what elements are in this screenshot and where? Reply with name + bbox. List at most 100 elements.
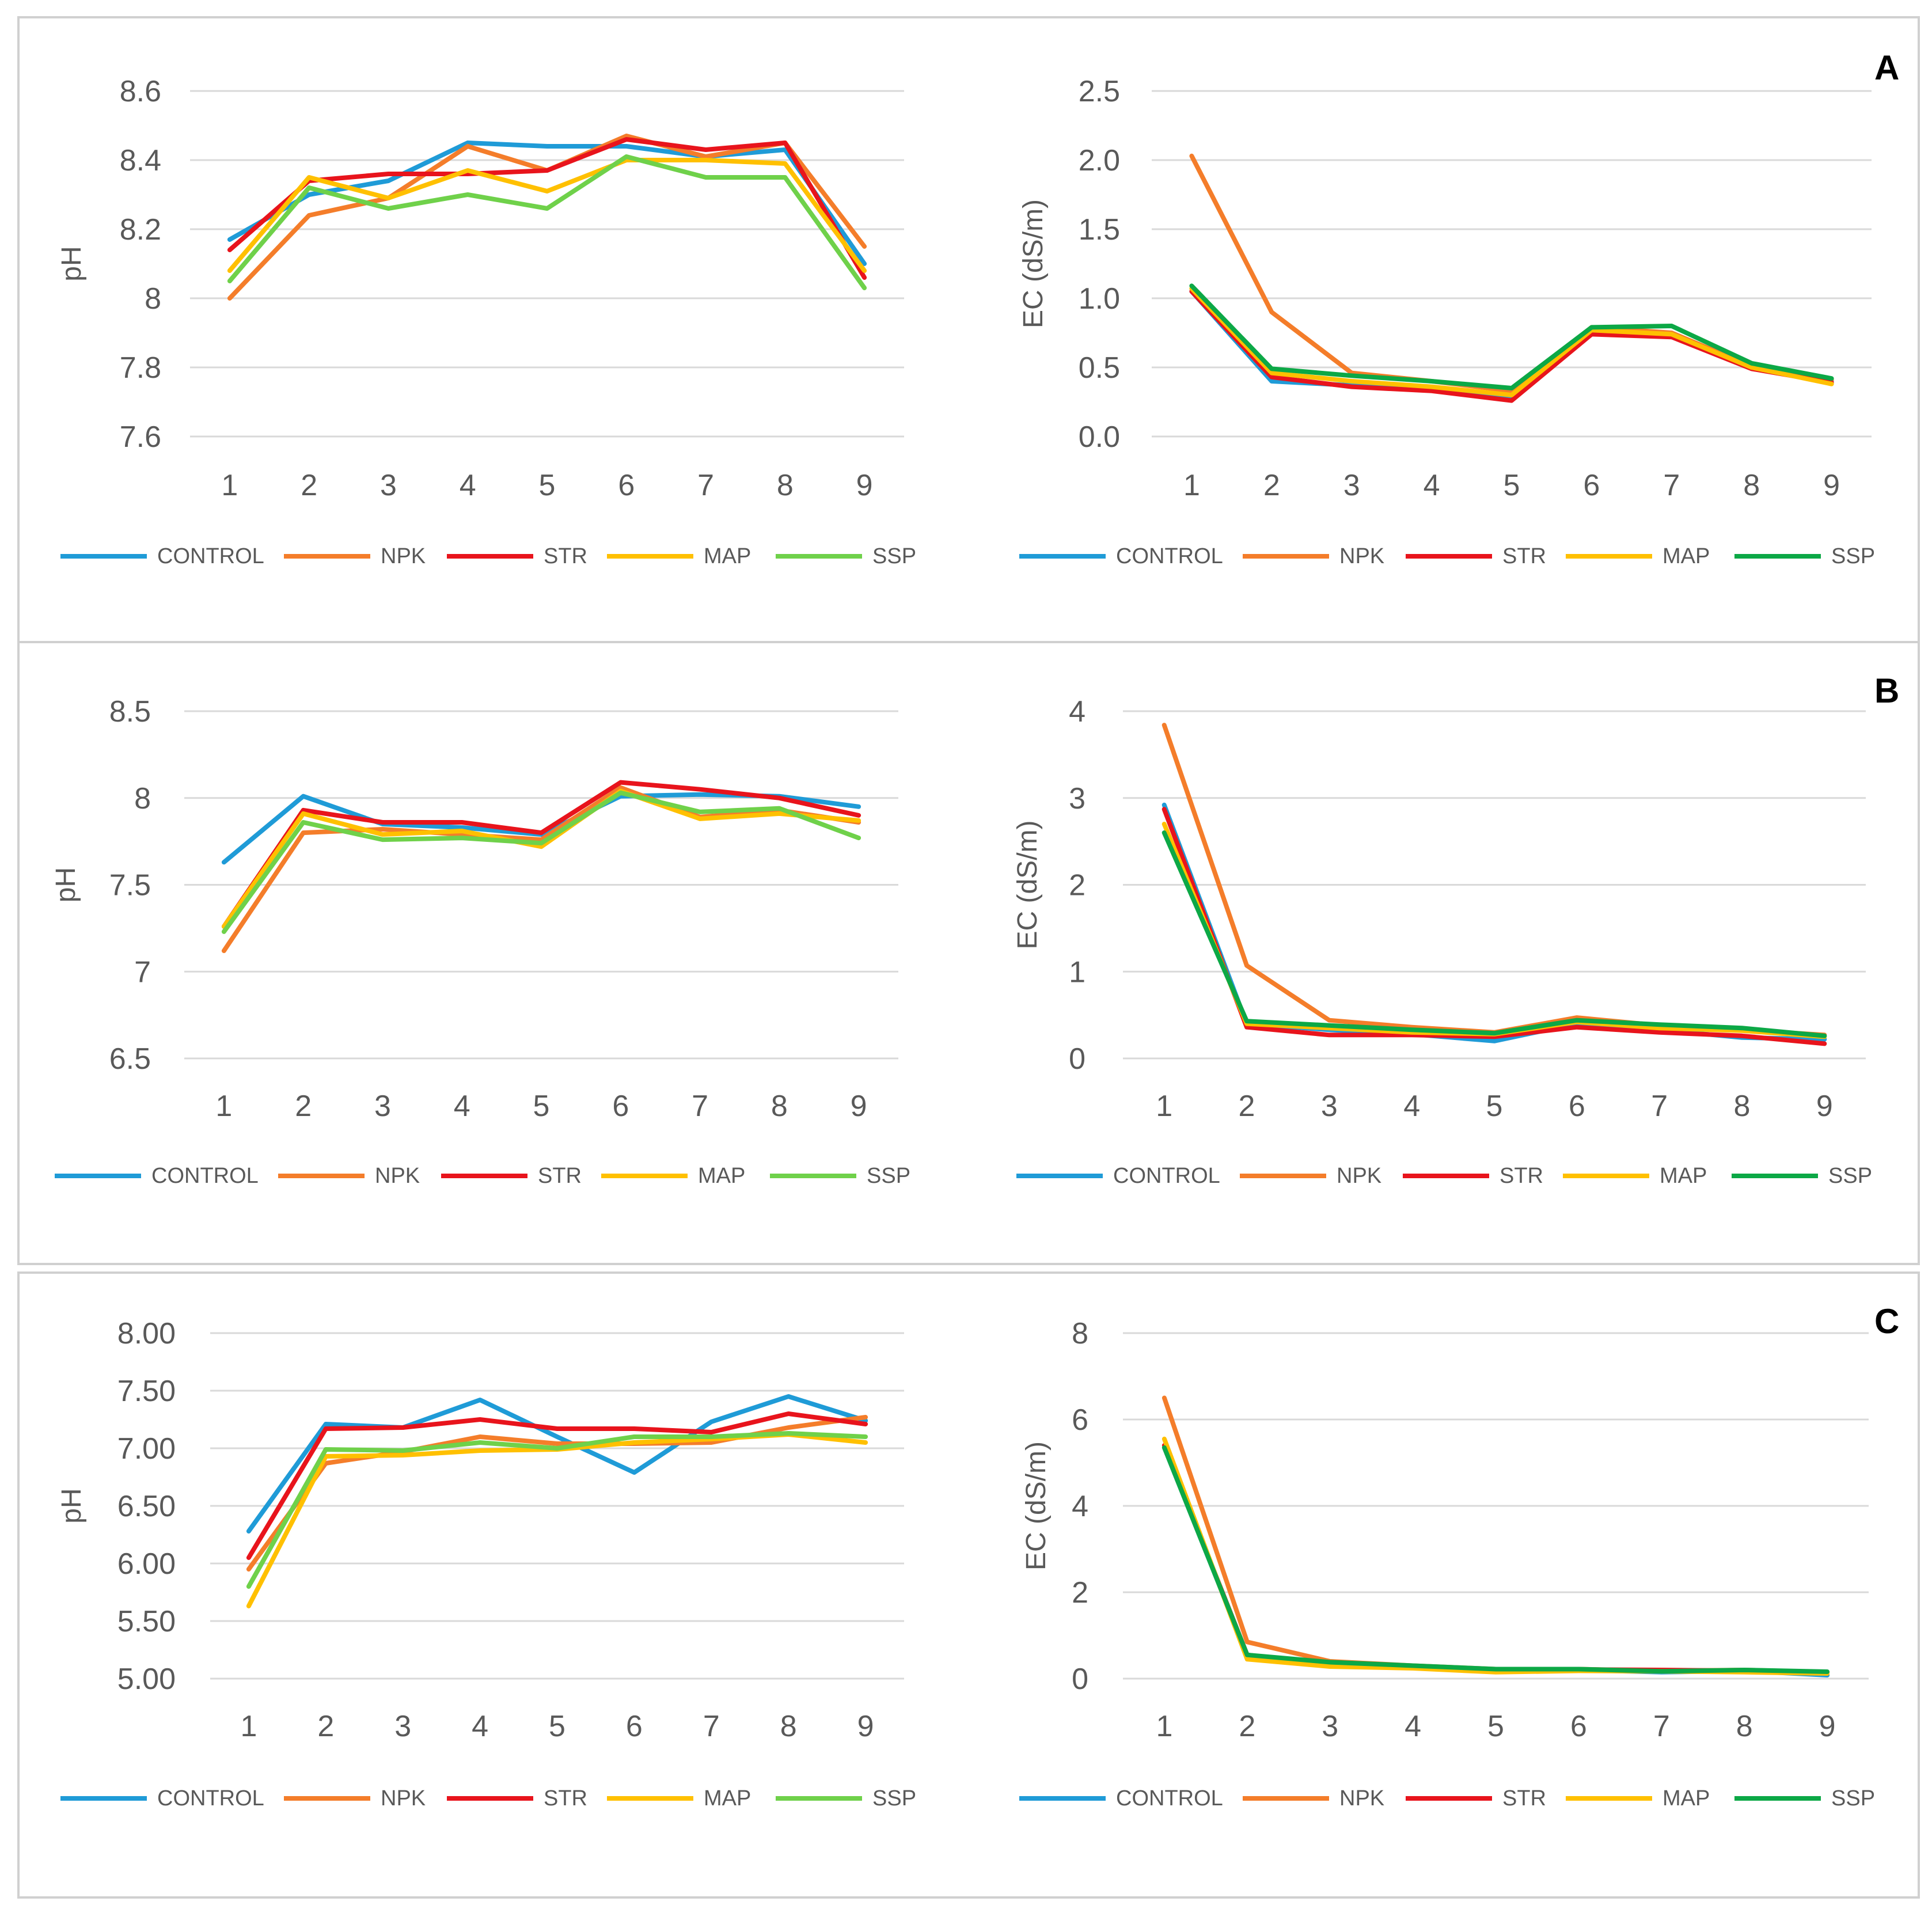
x-tick-label: 4 bbox=[1405, 1710, 1421, 1743]
series-line-str bbox=[221, 780, 861, 929]
x-tick-label: 8 bbox=[777, 469, 794, 502]
x-tick-label: 2 bbox=[1239, 1710, 1255, 1743]
y-tick-label: 8 bbox=[1072, 1317, 1088, 1350]
x-tick-label: 8 bbox=[780, 1710, 797, 1743]
x-tick-label: 4 bbox=[1403, 1090, 1420, 1123]
y-tick-label: 7.8 bbox=[120, 351, 161, 385]
x-tick-label: 2 bbox=[1263, 469, 1280, 502]
y-tick-label: 1 bbox=[1069, 955, 1085, 989]
x-tick-label: 1 bbox=[240, 1710, 257, 1743]
series-line-ssp bbox=[1189, 283, 1834, 390]
legend-label-str: STR bbox=[544, 1786, 587, 1810]
y-tick-label: 3 bbox=[1069, 782, 1085, 815]
x-tick-label: 3 bbox=[374, 1090, 391, 1123]
legend-label-ssp: SSP bbox=[1831, 544, 1875, 568]
x-tick-label: 9 bbox=[1816, 1090, 1833, 1123]
legend-label-npk: NPK bbox=[381, 1786, 426, 1810]
y-tick-label: 7.6 bbox=[120, 420, 161, 454]
x-tick-label: 9 bbox=[857, 1710, 874, 1743]
y-tick-label: 0.0 bbox=[1079, 420, 1120, 454]
y-tick-label: 6.5 bbox=[109, 1042, 151, 1076]
x-tick-label: 8 bbox=[1734, 1090, 1751, 1123]
x-tick-label: 7 bbox=[1663, 469, 1680, 502]
series-line-str bbox=[246, 1411, 868, 1560]
legend-label-control: CONTROL bbox=[1116, 1786, 1223, 1810]
panel-C: C 5.00 5.50 6.00 6.50 7.00 7.50 8.00 1 2 3 4 5 6 7 8 9 p… bbox=[17, 1271, 1920, 1899]
chart-A-ph: 7.6 7.8 8 8.2 8.4 8.6 1 2 3 4 5 6 7 8 9 pH CONTROL NPK STR… bbox=[56, 75, 916, 568]
y-tick-label: 1.0 bbox=[1079, 282, 1120, 316]
legend-label-npk: NPK bbox=[1337, 1164, 1381, 1188]
x-tick-label: 8 bbox=[1743, 469, 1760, 502]
legend-label-control: CONTROL bbox=[1113, 1164, 1220, 1188]
y-tick-label: 1.5 bbox=[1079, 213, 1120, 246]
y-tick-label: 0.5 bbox=[1079, 351, 1120, 385]
x-tick-label: 5 bbox=[533, 1090, 550, 1123]
y-tick-label: 7.00 bbox=[117, 1432, 176, 1466]
x-tick-label: 4 bbox=[1424, 469, 1440, 502]
y-tick-label: 2.0 bbox=[1079, 144, 1120, 177]
series-line-str bbox=[227, 137, 867, 280]
x-tick-label: 5 bbox=[1504, 469, 1520, 502]
legend-label-map: MAP bbox=[704, 544, 751, 568]
x-tick-label: 3 bbox=[394, 1710, 411, 1743]
x-tick-label: 3 bbox=[1321, 1090, 1338, 1123]
panel-A-letter: A bbox=[1874, 48, 1899, 87]
y-tick-label: 8.6 bbox=[120, 75, 161, 108]
x-tick-label: 3 bbox=[380, 469, 397, 502]
legend-label-ssp: SSP bbox=[872, 544, 916, 568]
x-tick-label: 9 bbox=[856, 469, 873, 502]
legend: CONTROL NPK STR MAP SSP bbox=[1016, 1164, 1872, 1188]
y-axis-title: EC (dS/m) bbox=[1018, 199, 1049, 328]
x-tick-label: 1 bbox=[215, 1090, 232, 1123]
y-tick-label: 8.5 bbox=[109, 695, 151, 728]
x-tick-label: 6 bbox=[618, 469, 635, 502]
panel-B-frame bbox=[17, 641, 1920, 1265]
legend-label-ssp: SSP bbox=[872, 1786, 916, 1810]
legend-label-map: MAP bbox=[698, 1164, 745, 1188]
x-tick-label: 8 bbox=[1736, 1710, 1753, 1743]
x-tick-label: 1 bbox=[221, 469, 238, 502]
x-tick-label: 6 bbox=[1570, 1710, 1587, 1743]
x-tick-label: 9 bbox=[1819, 1710, 1836, 1743]
series-line-map bbox=[221, 788, 861, 929]
series-line-npk bbox=[221, 785, 861, 954]
x-tick-label: 5 bbox=[1486, 1090, 1503, 1123]
series-line-ssp bbox=[221, 790, 861, 934]
legend-label-ssp: SSP bbox=[1828, 1164, 1872, 1188]
x-tick-label: 7 bbox=[1651, 1090, 1668, 1123]
y-tick-label: 8.4 bbox=[120, 144, 161, 177]
y-tick-label: 0 bbox=[1072, 1663, 1088, 1696]
legend-label-str: STR bbox=[544, 544, 587, 568]
series-line-map bbox=[227, 158, 867, 273]
series-line-ssp bbox=[1162, 830, 1827, 1038]
y-tick-label: 7.50 bbox=[117, 1375, 176, 1408]
legend-label-npk: NPK bbox=[375, 1164, 420, 1188]
x-tick-label: 9 bbox=[851, 1090, 867, 1123]
x-tick-label: 7 bbox=[697, 469, 714, 502]
x-tick-label: 6 bbox=[612, 1090, 629, 1123]
legend-label-control: CONTROL bbox=[1116, 544, 1223, 568]
legend-label-map: MAP bbox=[1662, 544, 1710, 568]
series-line-map bbox=[1189, 286, 1834, 397]
y-tick-label: 5.00 bbox=[117, 1663, 176, 1696]
y-tick-label: 6 bbox=[1072, 1403, 1088, 1437]
x-tick-label: 2 bbox=[317, 1710, 334, 1743]
legend-label-str: STR bbox=[538, 1164, 582, 1188]
y-tick-label: 6.00 bbox=[117, 1547, 176, 1581]
chart-C-ph: 5.00 5.50 6.00 6.50 7.00 7.50 8.00 1 2 3 4 5 6 7 8 9 pH C… bbox=[56, 1317, 916, 1810]
series-line-str bbox=[1162, 807, 1827, 1046]
legend-label-npk: NPK bbox=[1339, 1786, 1384, 1810]
legend-label-map: MAP bbox=[704, 1786, 751, 1810]
legend-label-str: STR bbox=[1500, 1164, 1543, 1188]
series-line-ssp bbox=[227, 154, 867, 290]
legend: CONTROL NPK STR MAP SSP bbox=[1019, 544, 1875, 568]
legend-label-map: MAP bbox=[1660, 1164, 1707, 1188]
y-tick-label: 2 bbox=[1069, 869, 1085, 902]
legend-label-control: CONTROL bbox=[151, 1164, 259, 1188]
panel-B-letter: B bbox=[1874, 671, 1899, 710]
x-tick-label: 2 bbox=[301, 469, 317, 502]
y-tick-label: 6.50 bbox=[117, 1490, 176, 1523]
x-tick-label: 3 bbox=[1322, 1710, 1338, 1743]
